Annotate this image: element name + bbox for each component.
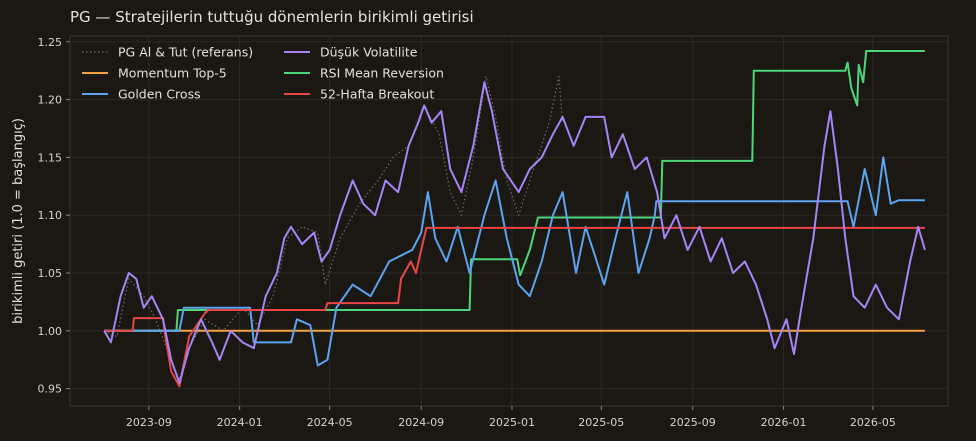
x-tick-label: 2025-09 [670, 416, 716, 429]
y-tick-label: 1.25 [38, 36, 63, 49]
x-tick-label: 2024-09 [398, 416, 444, 429]
x-tick-label: 2025-05 [578, 416, 624, 429]
legend-label-rsi: RSI Mean Reversion [320, 66, 444, 81]
y-tick-label: 1.15 [38, 151, 63, 164]
x-tick-label: 2024-05 [307, 416, 353, 429]
y-axis-label: birikimli getiri (1.0 = başlangıç) [11, 118, 26, 324]
series-line-rsi [104, 50, 925, 332]
y-tick-label: 1.00 [38, 325, 63, 338]
chart-title: PG — Stratejilerin tuttuğu dönemlerin bi… [70, 8, 474, 26]
series-line-lv [103, 81, 926, 384]
series-line-gc [104, 156, 925, 367]
y-tick-label: 1.05 [38, 267, 63, 280]
y-tick-label: 1.10 [38, 209, 63, 222]
series-layer [103, 50, 926, 388]
legend-label-lv: Düşük Volatilite [320, 45, 418, 60]
x-tick-label: 2026-05 [850, 416, 896, 429]
legend-label-gc: Golden Cross [118, 87, 201, 102]
grid [70, 36, 948, 406]
legend-label-mom: Momentum Top-5 [118, 66, 227, 81]
series-line-ref [103, 75, 564, 381]
legend: PG Al & Tut (referans) Momentum Top-5 Gold… [82, 45, 444, 102]
plot-area [69, 35, 949, 407]
axes: 0.95 1.00 1.05 1.10 1.15 1.20 1.25 2023-09 2024-… [38, 36, 896, 429]
x-tick-label: 2023-09 [126, 416, 172, 429]
y-tick-label: 0.95 [38, 383, 63, 396]
x-tick-label: 2024-01 [217, 416, 263, 429]
x-tick-label: 2026-01 [761, 416, 807, 429]
legend-label-bo: 52-Hafta Breakout [320, 87, 434, 102]
y-tick-label: 1.20 [38, 94, 63, 107]
x-tick-label: 2025-01 [489, 416, 535, 429]
legend-label-ref: PG Al & Tut (referans) [118, 45, 253, 60]
